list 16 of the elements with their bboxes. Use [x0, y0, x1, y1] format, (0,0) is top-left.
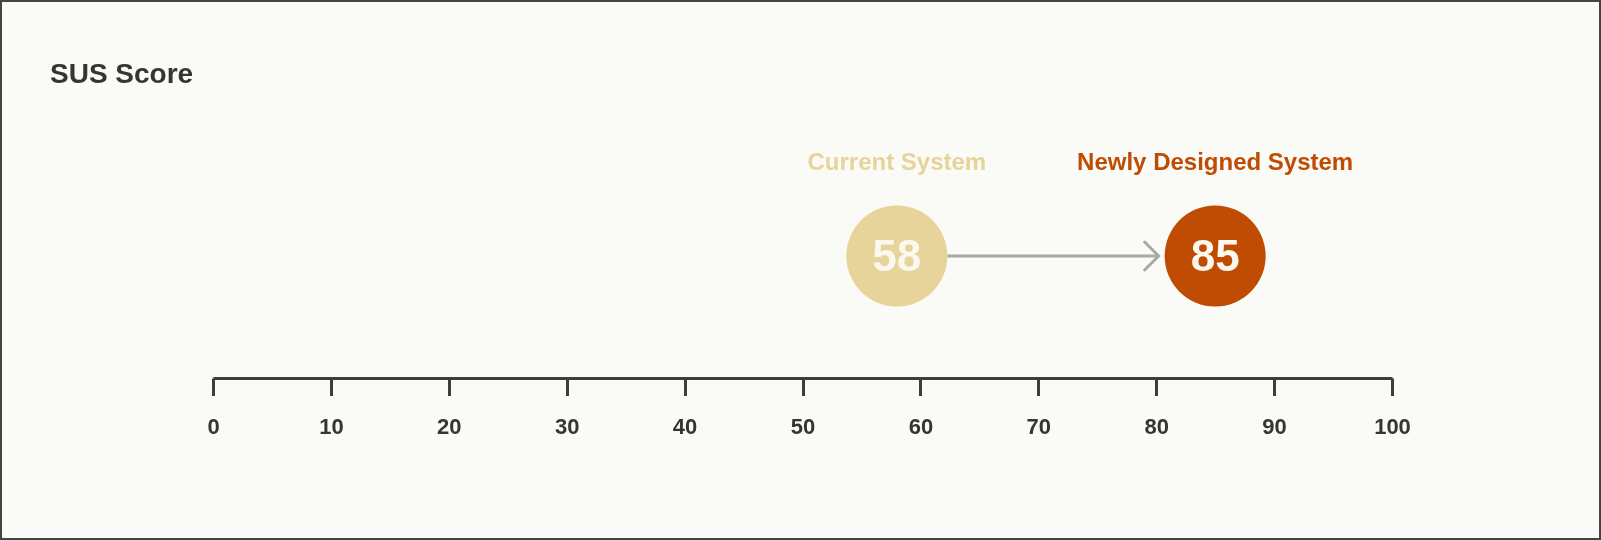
x-tick-label: 100 [1374, 414, 1411, 439]
x-tick-label: 90 [1262, 414, 1287, 439]
x-tick-label: 60 [908, 414, 934, 439]
series-label: Newly Designed System [1077, 148, 1354, 175]
x-tick-label: 0 [207, 414, 220, 439]
data-label: 85 [1190, 231, 1240, 280]
x-tick-label: 70 [1026, 414, 1052, 439]
x-tick-label: 50 [790, 414, 816, 439]
series-label: Current System [807, 148, 987, 175]
x-tick-label: 80 [1144, 414, 1169, 439]
x-tick-label: 20 [437, 414, 462, 439]
x-tick-label: 30 [554, 414, 580, 439]
x-tick-label: 40 [672, 414, 698, 439]
x-tick-label: 10 [319, 414, 344, 439]
data-label: 58 [872, 231, 922, 280]
chart-title: SUS Score [50, 58, 194, 89]
